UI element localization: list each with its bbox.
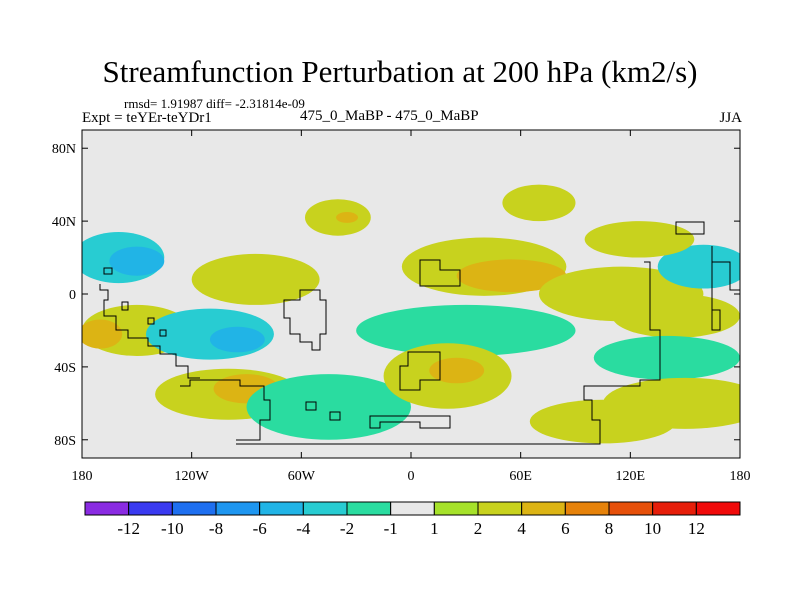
coastlines — [99, 221, 740, 445]
colorbar-swatch-13 — [652, 501, 697, 516]
coastline-africa — [399, 351, 441, 391]
colorbar-label-10: 6 — [561, 519, 570, 538]
season-label: JJA — [719, 110, 742, 126]
coastline-mediterranean — [419, 259, 461, 287]
anomaly-cell-13 — [456, 259, 567, 293]
coastline-north-america-west — [99, 284, 200, 379]
anomaly-cell-6 — [191, 253, 320, 305]
colorbar-swatch-8 — [433, 501, 479, 516]
coastline-antarctica — [180, 379, 271, 441]
anomaly-cell-3 — [82, 319, 123, 349]
x-tick-label-5: 120E — [616, 469, 646, 484]
coastline-asia — [675, 221, 705, 235]
colorbar-label-0: -12 — [117, 519, 140, 538]
colorbar-swatch-0 — [84, 501, 130, 516]
colorbar-swatch-11 — [564, 501, 610, 516]
colorbar-swatch-10 — [521, 501, 566, 516]
x-tick-label-2: 60W — [288, 469, 316, 484]
colorbar-label-5: -2 — [340, 519, 354, 538]
y-tick-label-4: 80S — [54, 434, 76, 449]
chart-title: Streamfunction Perturbation at 200 hPa (… — [102, 54, 698, 89]
colorbar-swatch-12 — [608, 501, 654, 516]
colorbar-swatch-1 — [128, 501, 173, 516]
coastline-maritime-islands — [103, 267, 341, 421]
colorbar-label-4: -4 — [296, 519, 311, 538]
x-tick-label-3: 0 — [408, 469, 415, 484]
anomaly-field — [82, 184, 740, 444]
y-tick-label-3: 40S — [54, 361, 76, 376]
coastline-east-asia — [711, 246, 740, 331]
colorbar-label-11: 8 — [605, 519, 614, 538]
anomaly-cell-18 — [612, 294, 740, 338]
colorbar: -12 -10 -8 -6 -4 -2 -1 1 2 4 6 8 10 12 — [84, 501, 741, 538]
x-tick-label-4: 60E — [509, 469, 532, 484]
anomaly-cell-23 — [502, 184, 576, 222]
anomaly-cell-5 — [209, 326, 265, 353]
anomaly-cell-22 — [529, 399, 677, 444]
coastline-antarctica-ice — [369, 415, 451, 429]
colorbar-swatch-2 — [171, 501, 217, 516]
rmsd-diff-stats: rmsd= 1.91987 diff= -2.31814e-09 — [124, 96, 305, 111]
colorbar-label-8: 2 — [474, 519, 483, 538]
colorbar-label-13: 12 — [688, 519, 705, 538]
x-axis: 180 120W 60W 0 60E 120E 180 — [72, 130, 751, 484]
colorbar-label-12: 10 — [644, 519, 661, 538]
coastline-antarctic-shelf — [236, 261, 661, 445]
colorbar-label-6: -1 — [384, 519, 398, 538]
coastline-south-america — [283, 289, 327, 351]
y-axis: 80N 40N 0 40S 80S — [52, 142, 740, 449]
anomaly-cell-1 — [109, 246, 165, 276]
anomaly-cell-24 — [584, 221, 695, 258]
anomaly-cell-16 — [429, 357, 485, 384]
x-tick-label-6: 180 — [730, 469, 751, 484]
colorbar-swatch-9 — [477, 501, 523, 516]
case-subtitle: 475_0_MaBP - 475_0_MaBP — [300, 108, 479, 124]
colorbar-swatch-6 — [346, 501, 392, 516]
colorbar-swatch-7 — [390, 501, 435, 516]
colorbar-label-2: -8 — [209, 519, 223, 538]
x-tick-label-1: 120W — [175, 469, 210, 484]
colorbar-swatch-4 — [259, 501, 304, 516]
y-tick-label-2: 0 — [69, 288, 76, 303]
colorbar-swatch-14 — [695, 501, 741, 516]
colorbar-swatch-5 — [302, 501, 348, 516]
anomaly-cell-11 — [336, 212, 358, 223]
anomaly-cell-19 — [657, 244, 740, 289]
anomaly-cell-20 — [593, 335, 740, 380]
anomaly-cell-14 — [356, 304, 576, 356]
y-tick-label-1: 40N — [52, 215, 76, 230]
colorbar-label-7: 1 — [430, 519, 439, 538]
colorbar-swatch-3 — [215, 501, 261, 516]
experiment-label: Expt = teYEr-teYDr1 — [82, 110, 212, 126]
colorbar-label-3: -6 — [253, 519, 267, 538]
colorbar-label-1: -10 — [161, 519, 184, 538]
y-tick-label-0: 80N — [52, 142, 76, 157]
colorbar-label-9: 4 — [517, 519, 526, 538]
x-tick-label-0: 180 — [72, 469, 93, 484]
